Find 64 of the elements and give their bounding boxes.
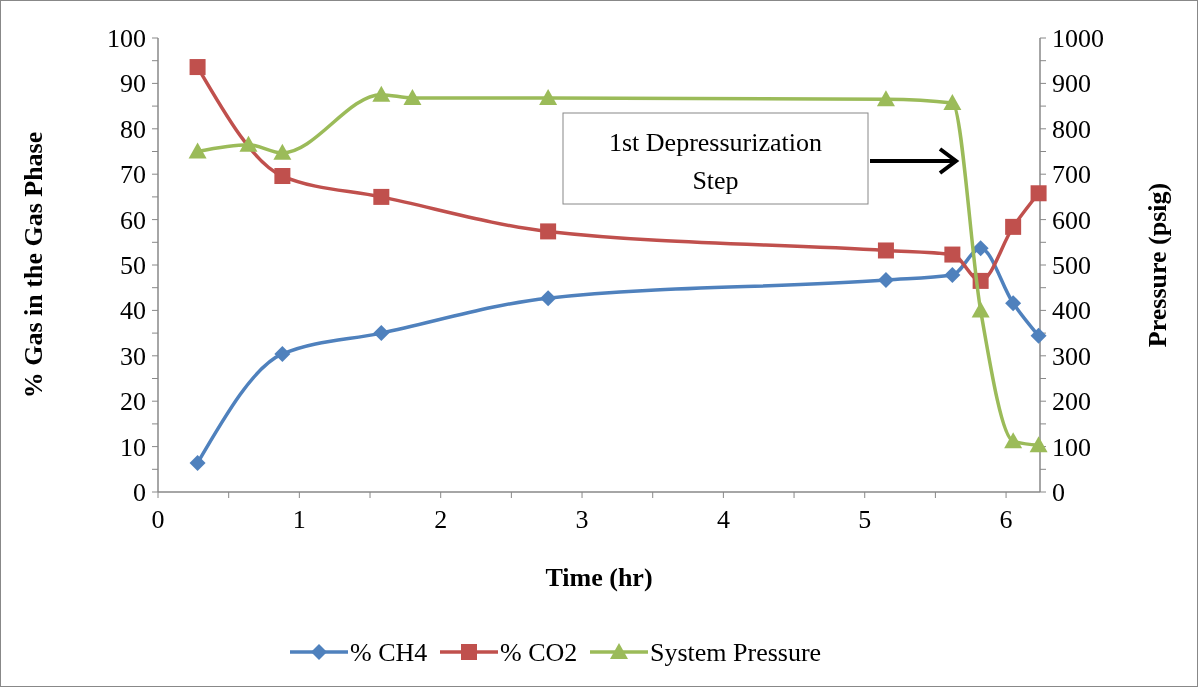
x-tick-label: 2 [434,505,448,534]
y2-tick-label: 700 [1052,160,1091,190]
y2-tick-label: 900 [1052,69,1091,99]
point [1029,436,1048,453]
point [972,240,989,257]
y-tick-label: 0 [133,478,146,507]
y-tick-label: 80 [120,114,146,144]
y-tick-label: 70 [120,160,146,190]
y-tick-label: 40 [120,296,146,326]
point [943,93,962,110]
legend-label: % CH4 [350,638,428,667]
point [540,223,557,240]
y2-tick-label: 400 [1052,296,1091,326]
point [944,246,961,263]
point [188,142,207,159]
x-tick-label: 1 [292,505,306,534]
x-tick-label: 0 [151,505,165,534]
y2-tick-label: 600 [1052,205,1091,235]
y-tick-label: 20 [120,387,146,417]
y2-tick-label: 1000 [1052,24,1104,53]
y-tick-label: 50 [120,251,146,280]
point [372,85,391,102]
point [1005,295,1022,312]
x-tick-label: 4 [716,505,730,534]
legend-label: % CO2 [500,638,578,667]
y2-tick-label: 300 [1052,341,1091,371]
point [877,271,894,288]
x-tick-label: 6 [999,505,1013,534]
point [1030,185,1047,202]
point [1030,327,1047,344]
point [1004,432,1023,449]
annotation: 1st Depressurization Step [608,128,823,195]
x-axis-title: Time (hr) [545,563,653,592]
point [539,88,558,105]
point [876,90,895,107]
y2-tick-label: 0 [1052,478,1065,507]
y2-tick-label: 100 [1052,432,1091,462]
x-tick-label: 3 [575,505,589,534]
point [274,345,291,362]
y-tick-label: 60 [120,205,146,235]
point [273,143,292,160]
point [373,325,390,342]
y2-tick-label: 500 [1052,251,1091,280]
y-tick-label: 90 [120,69,146,99]
y-tick-label: 100 [107,24,146,53]
point [877,242,894,259]
y2-axis-title: Pressure (psig) [1143,182,1172,348]
point [540,290,557,307]
point [373,188,390,205]
point [944,266,961,283]
point [274,168,291,185]
legend-label: System Pressure [650,638,822,667]
y2-tick-label: 200 [1052,387,1091,417]
point [189,454,206,471]
point [239,135,258,152]
y-tick-label: 10 [120,432,146,462]
point [189,59,206,76]
y2-tick-label: 800 [1052,114,1091,144]
point [403,88,422,105]
point [1005,218,1022,235]
y-tick-label: 30 [120,341,146,371]
point [971,301,990,318]
x-tick-label: 5 [858,505,872,534]
y-axis-title: % Gas in the Gas Phase [19,131,48,399]
